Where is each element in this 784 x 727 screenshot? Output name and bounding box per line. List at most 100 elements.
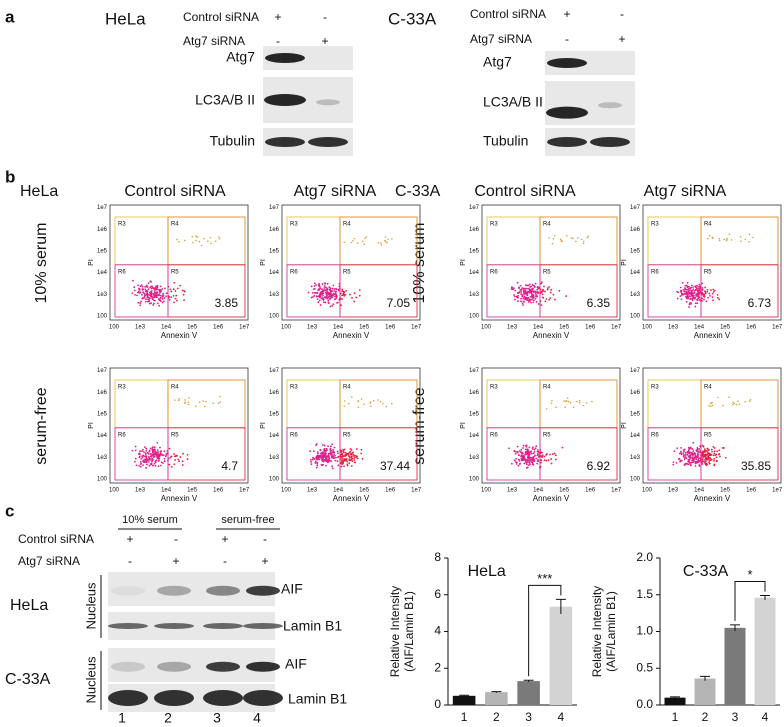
event-dot	[163, 300, 165, 303]
event-dot	[689, 298, 692, 301]
event-dot	[744, 238, 747, 241]
event-dot	[692, 288, 695, 291]
event-dot	[141, 297, 144, 299]
event-dot	[707, 296, 709, 299]
event-dot	[141, 285, 144, 288]
axis-label: PI	[88, 422, 95, 429]
gate-label: R5	[343, 269, 351, 275]
event-dot	[693, 289, 696, 292]
chart-title: HeLa	[468, 563, 506, 580]
event-dot	[680, 298, 683, 301]
event-dot	[582, 404, 585, 407]
event-dot	[685, 457, 688, 460]
event-dot	[360, 398, 363, 400]
gate-label: R3	[490, 385, 498, 391]
band-label: Tubulin	[483, 133, 528, 149]
event-dot	[680, 289, 683, 292]
event-dot	[146, 292, 148, 295]
blot-band	[203, 690, 243, 706]
event-dot	[713, 459, 715, 462]
cell-line: HeLa	[10, 597, 48, 614]
event-dot	[567, 400, 570, 403]
event-dot	[332, 455, 335, 458]
event-dot	[534, 447, 537, 450]
event-dot	[709, 457, 712, 460]
event-dot	[748, 400, 751, 402]
event-dot	[688, 295, 691, 297]
event-dot	[728, 396, 730, 398]
event-dot	[341, 462, 344, 465]
event-dot	[539, 452, 542, 455]
event-dot	[700, 456, 703, 458]
event-dot	[526, 463, 528, 466]
event-dot	[183, 299, 185, 301]
event-dot	[706, 288, 709, 291]
event-dot	[683, 463, 686, 466]
event-dot	[572, 406, 575, 409]
event-dot	[725, 238, 728, 241]
gate	[167, 379, 246, 429]
error-bar	[459, 694, 470, 697]
blot-band	[546, 106, 588, 119]
event-dot	[723, 447, 725, 449]
event-dot	[540, 291, 543, 293]
condition-label: Control siRNA	[470, 7, 546, 21]
gate-label: R6	[118, 269, 126, 275]
event-dot	[702, 460, 705, 463]
event-dot	[380, 242, 382, 244]
event-dot	[530, 285, 532, 288]
event-dot	[330, 455, 333, 458]
event-dot	[328, 286, 331, 288]
bar	[452, 695, 476, 705]
event-dot	[725, 239, 728, 242]
event-dot	[177, 399, 180, 402]
x-tick-label: 1e6	[213, 325, 224, 331]
event-dot	[335, 297, 338, 299]
event-dot	[217, 402, 220, 405]
plot-frame	[481, 367, 621, 484]
lane-label: 4	[253, 710, 261, 726]
event-dot	[532, 458, 535, 461]
event-dot	[549, 291, 552, 294]
event-dot	[161, 301, 164, 304]
x-tick-label: 100	[481, 488, 492, 494]
event-dot	[339, 455, 342, 458]
y-tick-label: 1e5	[469, 248, 480, 254]
event-dot	[133, 286, 136, 288]
event-dot	[149, 295, 152, 298]
event-dot	[716, 450, 719, 453]
event-dot	[687, 455, 690, 458]
event-dot	[697, 457, 700, 460]
event-dot	[530, 456, 532, 459]
y-tick-label: 1e3	[469, 292, 480, 298]
event-dot	[355, 296, 358, 299]
event-dot	[328, 456, 331, 459]
event-dot	[686, 454, 689, 456]
event-dot	[735, 403, 738, 406]
event-dot	[517, 291, 520, 294]
y-tick-label: 1e3	[97, 292, 108, 298]
blot-band	[316, 99, 340, 106]
x-tick-label: 1e6	[385, 488, 396, 494]
significance: *	[747, 567, 752, 582]
event-dot	[150, 290, 153, 293]
event-dot	[138, 287, 140, 290]
event-dot	[342, 460, 345, 462]
axis-label: PI	[460, 422, 467, 429]
event-dot	[149, 280, 152, 283]
event-dot	[738, 403, 741, 406]
plot-frame	[281, 204, 421, 321]
event-dot	[523, 462, 526, 465]
row-label: 10% serum	[33, 223, 50, 304]
row-label: serum-free	[33, 387, 50, 464]
event-dot	[539, 449, 542, 451]
event-dot	[527, 296, 530, 299]
event-dot	[143, 295, 146, 298]
event-dot	[331, 443, 333, 446]
event-dot	[529, 451, 531, 454]
event-dot	[705, 300, 708, 303]
event-dot	[346, 460, 349, 463]
event-dot	[508, 447, 511, 450]
event-dot	[551, 399, 553, 402]
event-dot	[133, 289, 136, 292]
